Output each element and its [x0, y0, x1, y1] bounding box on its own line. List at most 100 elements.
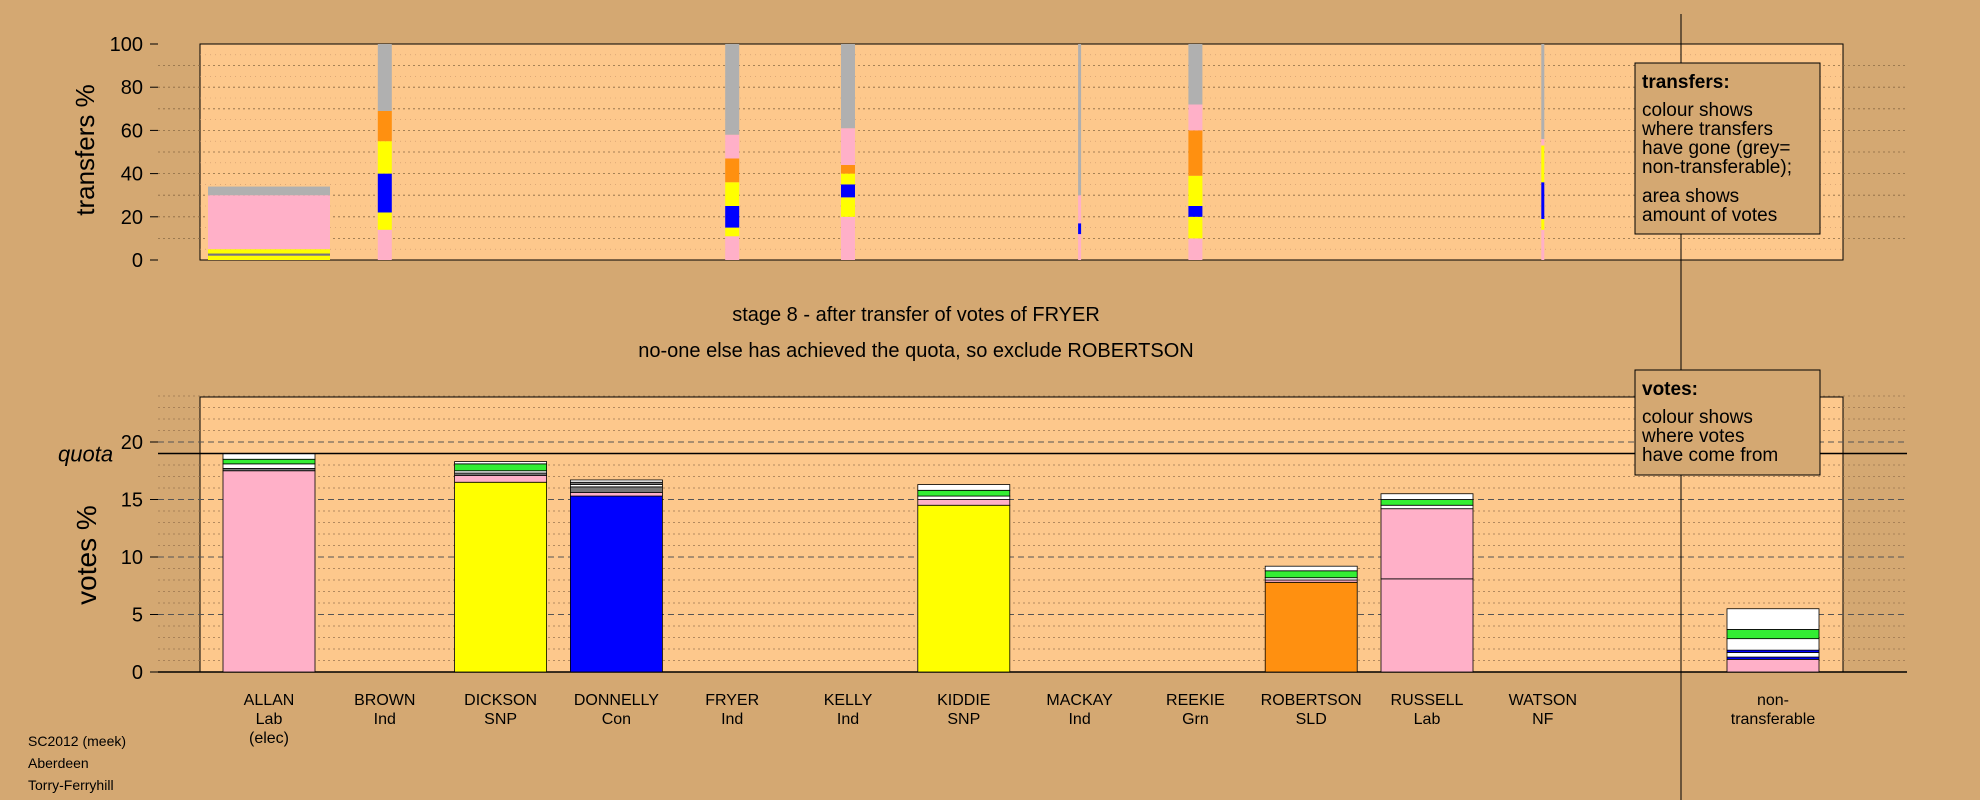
transfers-bar-segment [377, 229, 392, 260]
transfers-y-axis: 0 20 40 60 80 100 [110, 34, 158, 272]
transfers-bar-segment [841, 173, 855, 185]
transfers-tick-label: 40 [121, 164, 143, 186]
candidate-label: NF [1532, 711, 1554, 728]
chart-title: stage 8 - after transfer of votes of FRY… [732, 304, 1100, 326]
votes-bar-segment [454, 481, 548, 673]
votes-bar-segment [917, 499, 1011, 506]
votes-tick-label: 15 [121, 490, 143, 512]
votes-y-axis-label: votes % [71, 505, 102, 605]
transfers-key-box [1634, 62, 1821, 235]
transfers-bar-segment [208, 255, 330, 260]
votes-bar-segment [1726, 638, 1820, 651]
votes-bar-segment [570, 492, 663, 497]
candidate-label: RUSSELL [1391, 692, 1464, 709]
transfers-panel [199, 43, 1844, 261]
candidate-label: FRYER [705, 692, 759, 709]
transfers-bar-segment [1188, 216, 1203, 239]
votes-bar-segment [917, 504, 1011, 673]
candidate-label: REEKIE [1166, 692, 1225, 709]
transfers-key-line: have gone (grey= [1642, 138, 1790, 159]
transfers-bars [208, 44, 1545, 260]
transfers-bar-segment [1188, 130, 1203, 176]
candidate-label: SLD [1296, 711, 1327, 728]
transfers-bar-segment [1541, 145, 1545, 183]
transfers-bar-segment [1541, 218, 1545, 230]
votes-bar-segment [1380, 508, 1474, 580]
votes-bar-segment [917, 489, 1011, 497]
chart-subtitle: no-one else has achieved the quota, so e… [638, 340, 1194, 362]
quota-label: quota [58, 442, 113, 467]
transfers-bar [1541, 44, 1545, 260]
candidate-labels: ALLAN Lab (elec) BROWN Ind DICKSON SNP DONNELLY… [244, 692, 1577, 747]
candidate-label: DICKSON [464, 692, 537, 709]
candidate-label: DONNELLY [574, 692, 659, 709]
candidate-label: WATSON [1509, 692, 1577, 709]
transfers-bar-segment [841, 197, 855, 217]
transfers-key-title: transfers: [1642, 72, 1730, 93]
transfers-bar-segment [841, 184, 855, 198]
transfers-bar-segment [1541, 229, 1545, 260]
votes-bar [1380, 493, 1474, 673]
transfers-key-line: colour shows [1642, 100, 1753, 121]
votes-bar-segment [222, 458, 316, 465]
votes-tick-label: 10 [121, 547, 143, 569]
transfers-bar [1078, 44, 1082, 260]
votes-bar-segment [570, 479, 663, 483]
transfers-bar-segment [1188, 44, 1203, 105]
votes-key-line: colour shows [1642, 407, 1753, 428]
votes-bar [570, 479, 663, 673]
transfers-bar [841, 44, 855, 260]
transfers-bar-segment [725, 158, 740, 183]
candidate-label: BROWN [354, 692, 415, 709]
candidate-label: Lab [1414, 711, 1441, 728]
transfers-tick-label: 80 [121, 77, 143, 99]
votes-bar-segment [222, 470, 316, 673]
votes-bar-segment [1380, 499, 1474, 506]
votes-key: votes: colour shows where votes have com… [1634, 369, 1821, 476]
transfers-bar-segment [725, 236, 740, 260]
votes-bar-segment [1380, 493, 1474, 500]
transfers-bar-segment [841, 44, 855, 129]
votes-panel [199, 396, 1844, 673]
transfers-bar-segment [1188, 206, 1203, 217]
transfers-key-line: where transfers [1641, 119, 1773, 140]
votes-bar-segment [454, 463, 548, 472]
transfers-key-line: non-transferable); [1642, 157, 1792, 178]
transfers-key: transfers: colour shows where transfers … [1634, 62, 1821, 235]
transfers-bar-segment [725, 44, 740, 135]
candidate-label: Ind [1068, 711, 1090, 728]
transfers-bar-segment [377, 141, 392, 174]
votes-tick-label: 20 [121, 432, 143, 454]
votes-bar-segment [570, 486, 663, 494]
transfers-bar [725, 44, 740, 260]
transfers-tick-label: 0 [132, 250, 143, 272]
votes-bar [1726, 608, 1820, 673]
transfers-bar-segment [377, 173, 392, 213]
transfers-key-line: area shows [1642, 186, 1739, 207]
votes-key-line: have come from [1642, 445, 1778, 466]
transfers-bar-segment [725, 134, 740, 159]
votes-bar-segment [1726, 608, 1820, 630]
transfers-bar-segment [1188, 175, 1203, 206]
votes-key-title: votes: [1642, 379, 1698, 400]
votes-bar-segment [222, 463, 316, 469]
votes-bar-segment [454, 461, 548, 465]
transfers-bar [208, 186, 330, 260]
transfers-bar [377, 44, 392, 260]
candidate-label: Ind [721, 711, 743, 728]
transfers-bar-segment [1078, 234, 1082, 260]
votes-y-axis: 0 5 10 15 20 [121, 432, 158, 684]
transfers-y-axis-label: transfers % [70, 84, 100, 216]
transfers-bar-segment [377, 212, 392, 230]
votes-bar-segment [1380, 578, 1474, 673]
transfers-bar-segment [1541, 44, 1545, 140]
transfers-bar-segment [1188, 238, 1203, 260]
votes-bar-segment [222, 453, 316, 460]
footer-line: Torry-Ferryhill [28, 777, 114, 793]
transfers-tick-label: 20 [121, 207, 143, 229]
votes-bar-segment [1726, 629, 1820, 640]
transfers-bar-segment [725, 182, 740, 206]
transfers-bar-segment [377, 110, 392, 142]
transfers-bar-segment [1541, 182, 1545, 219]
